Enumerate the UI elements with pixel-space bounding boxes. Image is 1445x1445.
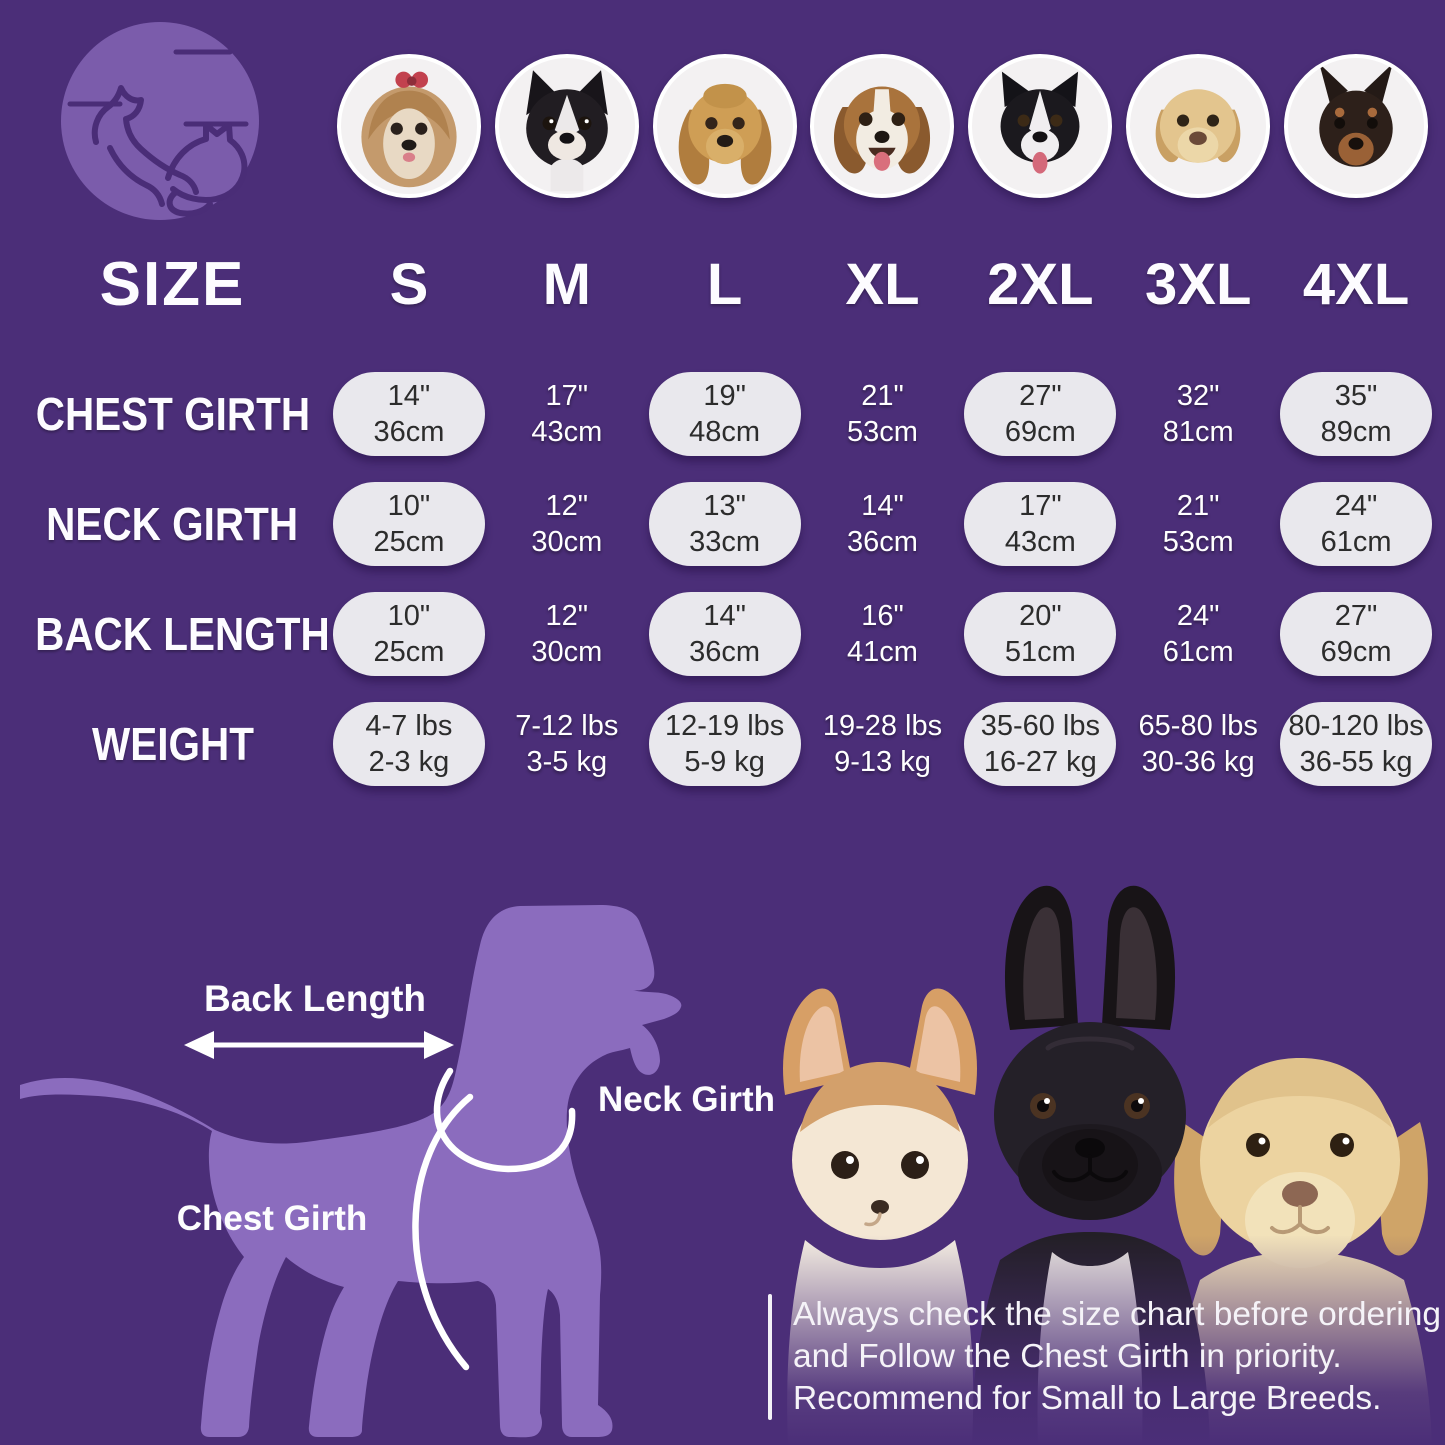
row-label-back-length: BACK LENGTH bbox=[35, 608, 330, 660]
cell-chest-2xl: 27" 69cm bbox=[964, 372, 1117, 456]
chest-girth-line bbox=[412, 1093, 474, 1371]
row-label-neck-girth: NECK GIRTH bbox=[46, 498, 299, 550]
shih-tzu-icon bbox=[361, 71, 457, 188]
row-back-length: BACK LENGTH 10" 25cm 12" 30cm 14" 36cm 16" 4… bbox=[15, 592, 1435, 676]
note-line: Recommend for Small to Large Breeds. bbox=[793, 1380, 1382, 1417]
cell-weight-s: 4-7 lbs 2-3 kg bbox=[333, 702, 485, 786]
breed-photo-doberman bbox=[1284, 54, 1429, 198]
cell-neck-xl: 14" 36cm bbox=[847, 490, 918, 558]
row-label-chest-girth: CHEST GIRTH bbox=[35, 388, 310, 440]
size-col-4xl: 4XL bbox=[1302, 251, 1410, 317]
cell-back-m: 12" 30cm bbox=[531, 600, 603, 668]
doberman-icon bbox=[1319, 63, 1393, 167]
cell-chest-l: 19" 48cm bbox=[648, 372, 801, 456]
breed-photo-labrador bbox=[1126, 54, 1271, 198]
cell-back-2xl: 20" 51cm bbox=[964, 592, 1117, 676]
cell-back-4xl: 27" 69cm bbox=[1280, 592, 1432, 676]
row-neck-girth: NECK GIRTH 10" 25cm 12" 30cm 13" 33cm 14" 36… bbox=[15, 482, 1435, 566]
breed-photo-row bbox=[15, 54, 1435, 198]
cell-neck-l: 13" 33cm bbox=[648, 482, 801, 566]
row-label-weight: WEIGHT bbox=[91, 718, 254, 770]
cell-back-s: 10" 25cm bbox=[333, 592, 485, 676]
row-chest-girth: CHEST GIRTH 14" 36cm 17" 43cm 19" 48cm 21" 5… bbox=[15, 372, 1435, 456]
neck-girth-line bbox=[433, 1067, 576, 1173]
size-col-s: S bbox=[389, 251, 429, 317]
neck-girth-label: Neck Girth bbox=[598, 1080, 775, 1119]
breed-photo-shih-tzu bbox=[336, 54, 481, 198]
size-table: CHEST GIRTH 14" 36cm 17" 43cm 19" 48cm 21" 5… bbox=[15, 372, 1435, 786]
size-col-l: L bbox=[706, 251, 743, 317]
breed-photo-cocker-spaniel bbox=[652, 54, 797, 198]
boston-terrier-icon bbox=[525, 70, 608, 192]
cocker-spaniel-icon bbox=[678, 83, 771, 185]
cell-weight-3xl: 65-80 lbs 30-36 kg bbox=[1138, 710, 1258, 778]
cell-chest-s: 14" 36cm bbox=[333, 372, 485, 456]
size-header-label: SIZE bbox=[99, 249, 246, 319]
cell-chest-m: 17" 43cm bbox=[531, 380, 603, 448]
note-accent-bar bbox=[768, 1294, 772, 1420]
row-weight: WEIGHT 4-7 lbs 2-3 kg 7-12 lbs 3-5 kg 12-1… bbox=[15, 702, 1435, 786]
breed-photo-border-collie bbox=[968, 54, 1113, 198]
cell-weight-m: 7-12 lbs 3-5 kg bbox=[515, 710, 619, 778]
size-col-m: M bbox=[542, 251, 591, 317]
cell-chest-xl: 21" 53cm bbox=[847, 380, 918, 448]
cell-chest-3xl: 32" 81cm bbox=[1162, 380, 1234, 448]
cell-neck-4xl: 24" 61cm bbox=[1280, 482, 1432, 566]
cell-back-l: 14" 36cm bbox=[648, 592, 801, 676]
cell-chest-4xl: 35" 89cm bbox=[1280, 372, 1432, 456]
cell-weight-4xl: 80-120 lbs 36-55 kg bbox=[1280, 702, 1432, 786]
cell-weight-2xl: 35-60 lbs 16-27 kg bbox=[964, 702, 1117, 786]
size-header-row: SIZE S M L XL 2XL 3XL 4XL bbox=[15, 246, 1435, 322]
bottom-fade-overlay bbox=[730, 1235, 1445, 1445]
example-dogs-group bbox=[730, 860, 1445, 1445]
breed-photo-boston-terrier bbox=[494, 54, 639, 198]
border-collie-icon bbox=[1000, 71, 1080, 174]
dog-silhouette bbox=[20, 905, 682, 1438]
sizing-note: Always check the size chart before order… bbox=[768, 1294, 1441, 1420]
measurement-diagram: Back Length Neck Girth Chest Girth bbox=[0, 885, 780, 1445]
back-length-arrow bbox=[184, 1031, 454, 1059]
brand-logo bbox=[60, 18, 260, 224]
cell-weight-l: 12-19 lbs 5-9 kg bbox=[648, 702, 801, 786]
cell-back-3xl: 24" 61cm bbox=[1162, 600, 1234, 668]
cell-neck-s: 10" 25cm bbox=[333, 482, 485, 566]
cell-back-xl: 16" 41cm bbox=[847, 600, 918, 668]
dog-silhouette-diagram: Back Length Neck Girth Chest Girth bbox=[20, 905, 775, 1438]
note-text: Always check the size chart before order… bbox=[793, 1294, 1441, 1420]
size-col-3xl: 3XL bbox=[1145, 251, 1252, 317]
back-length-label: Back Length bbox=[204, 978, 426, 1019]
beagle-icon bbox=[834, 86, 931, 174]
size-col-xl: XL bbox=[845, 251, 920, 317]
size-col-2xl: 2XL bbox=[987, 251, 1094, 317]
cell-neck-3xl: 21" 53cm bbox=[1162, 490, 1234, 558]
breed-photo-beagle bbox=[810, 54, 955, 198]
note-line: Always check the size chart before order… bbox=[793, 1296, 1441, 1333]
cell-weight-xl: 19-28 lbs 9-13 kg bbox=[822, 710, 943, 778]
cell-neck-m: 12" 30cm bbox=[531, 490, 603, 558]
chest-girth-label: Chest Girth bbox=[177, 1199, 368, 1238]
labrador-icon bbox=[1155, 89, 1241, 163]
dog-cat-logo-icon bbox=[61, 22, 259, 220]
note-line: and Follow the Chest Girth in priority. bbox=[793, 1338, 1342, 1375]
cell-neck-2xl: 17" 43cm bbox=[964, 482, 1117, 566]
